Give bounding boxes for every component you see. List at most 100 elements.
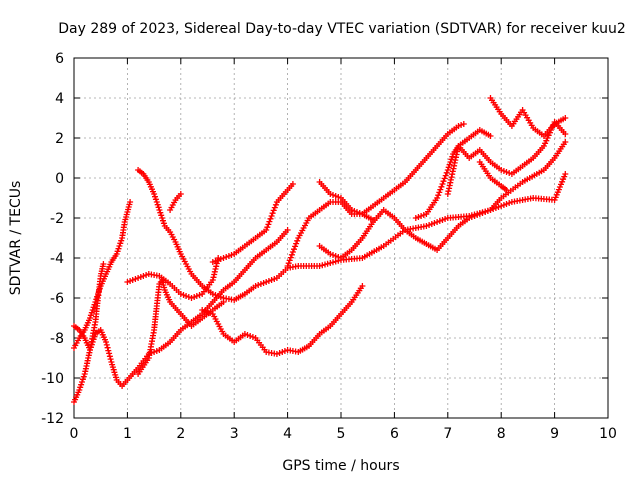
data-point [348, 207, 355, 213]
data-point [209, 259, 216, 265]
x-tick-label: 8 [497, 426, 506, 442]
data-point [458, 122, 465, 128]
data-point [87, 347, 93, 353]
x-tick-label: 4 [283, 426, 292, 442]
data-point [446, 161, 453, 168]
data-point [288, 251, 295, 258]
series-arc-5 [135, 167, 569, 303]
data-point [335, 194, 342, 200]
data-point [354, 209, 360, 215]
data-point [442, 216, 449, 222]
y-tick-label: -4 [50, 251, 64, 267]
data-point [257, 281, 264, 287]
data-point [135, 275, 142, 281]
data-point [293, 240, 300, 247]
data-point [440, 178, 447, 185]
data-point [193, 293, 200, 299]
data-point [188, 295, 195, 301]
data-point [324, 260, 331, 267]
data-point [91, 333, 98, 340]
data-point [285, 260, 292, 267]
x-tick-label: 0 [70, 426, 79, 442]
data-point [330, 252, 336, 258]
data-point [220, 299, 227, 305]
data-point [359, 283, 366, 289]
y-tick-label: -2 [50, 211, 64, 227]
data-point [418, 213, 425, 219]
data-point [152, 196, 159, 203]
data-point [271, 204, 278, 211]
data-point [159, 215, 166, 221]
x-tick-label: 1 [123, 426, 132, 442]
data-point [543, 137, 550, 144]
y-tick-label: -8 [50, 331, 64, 347]
data-point [209, 277, 216, 283]
data-point [223, 254, 230, 260]
data-point [103, 341, 110, 348]
data-point [447, 176, 454, 183]
data-point [196, 292, 203, 298]
data-point [87, 315, 93, 321]
data-point [443, 169, 450, 176]
series-arc-6 [135, 277, 227, 377]
data-point [431, 220, 438, 226]
data-point [127, 199, 134, 205]
data-point [436, 189, 443, 196]
x-axis-label: GPS time / hours [282, 458, 399, 474]
data-point [78, 381, 85, 388]
data-point [268, 213, 275, 219]
data-point [100, 261, 107, 267]
data-point [79, 379, 85, 385]
series-arc-7 [167, 191, 184, 213]
series-arc-4 [124, 255, 222, 301]
data-point [104, 344, 111, 351]
data-point [89, 307, 96, 313]
data-point [286, 257, 293, 264]
data-point [201, 308, 208, 314]
data-point [118, 237, 125, 244]
data-point [562, 139, 569, 145]
data-point [437, 186, 444, 193]
data-point [438, 183, 445, 190]
series-arc-10 [284, 199, 376, 269]
data-point [217, 294, 224, 300]
data-point [155, 204, 162, 211]
data-point [89, 339, 96, 345]
data-point [76, 387, 83, 393]
data-point [327, 260, 334, 266]
data-point [265, 278, 272, 284]
data-point [264, 224, 271, 231]
data-point [151, 191, 158, 197]
data-point [268, 277, 275, 283]
data-point [562, 171, 569, 177]
x-tick-label: 10 [599, 426, 617, 442]
data-point [291, 246, 297, 253]
data-point [449, 168, 456, 175]
data-point [330, 259, 336, 266]
series-arc-9 [209, 181, 296, 265]
data-point [503, 169, 510, 175]
axis-ticks: 0 1 2 3 4 5 6 7 8 9 10 -12 -10 -8 -6 -4 -2 0 2 4 6 [41, 51, 617, 442]
series-arc-15 [487, 95, 569, 139]
data-point [498, 167, 505, 173]
data-point [129, 277, 136, 283]
data-point [445, 188, 452, 195]
data-point [212, 258, 219, 264]
data-point [185, 294, 192, 300]
series-arc-11 [316, 121, 467, 217]
series-arc-8 [199, 283, 366, 357]
data-point [116, 243, 123, 249]
y-tick-label: 6 [55, 51, 64, 67]
data-point [490, 206, 497, 212]
data-point [220, 255, 227, 261]
data-point [80, 373, 87, 380]
data-point [426, 222, 433, 228]
data-point [442, 172, 449, 179]
data-point [276, 350, 283, 356]
data-point [476, 211, 483, 217]
data-point [284, 263, 291, 269]
data-point [263, 279, 270, 285]
data-point [156, 207, 163, 213]
data-point [482, 209, 489, 215]
data-point [113, 251, 120, 257]
